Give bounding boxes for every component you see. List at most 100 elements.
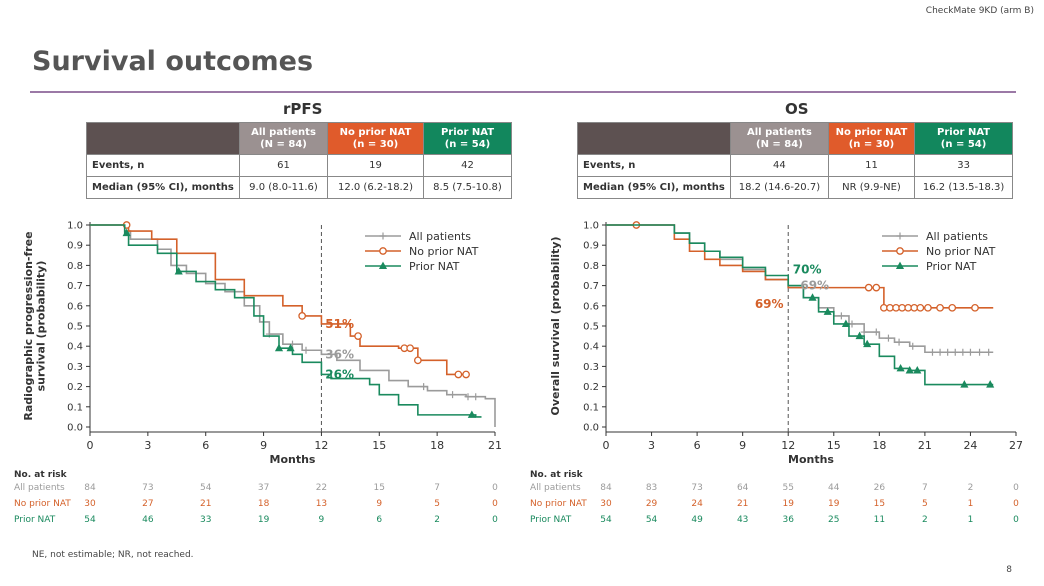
at-risk-title: No. at risk	[14, 470, 68, 480]
at-risk-value: 19	[828, 499, 840, 509]
at-risk-value: 73	[691, 483, 702, 493]
annotation-label: 51%	[325, 317, 354, 331]
rpfs-summary-table: All patients (N = 84) No prior NAT (n = 30…	[86, 122, 512, 199]
y-tick-label: 0.6	[583, 301, 599, 312]
x-tick-label: 9	[260, 439, 267, 452]
censor-marker	[449, 391, 457, 399]
legend-marker	[379, 232, 387, 240]
at-risk-value: 18	[258, 499, 270, 509]
col-n: (n = 54)	[940, 138, 987, 150]
legend-marker	[895, 261, 905, 269]
table-cell: 8.5 (7.5-10.8)	[423, 176, 512, 199]
censor-marker	[872, 283, 881, 292]
col-n: (n = 30)	[848, 138, 895, 150]
y-tick-label: 0.7	[583, 281, 599, 292]
at-risk-value: 21	[200, 499, 211, 509]
at-risk-value: 43	[737, 515, 748, 525]
at-risk-value: 54	[200, 483, 212, 493]
censor-marker	[924, 303, 932, 312]
y-tick-label: 0.4	[67, 342, 83, 353]
censor-marker	[462, 370, 470, 379]
at-risk-value: 1	[968, 499, 974, 509]
y-tick-label: 0.9	[67, 241, 83, 252]
x-axis-label: Months	[270, 453, 316, 466]
censor-marker	[274, 343, 284, 352]
x-tick-label: 27	[1009, 439, 1023, 452]
censor-marker	[896, 363, 905, 372]
x-tick-label: 0	[87, 439, 94, 452]
y-tick-label: 0.0	[583, 423, 599, 434]
table-row: Median (95% CI), months 9.0 (8.0-11.6) 1…	[86, 176, 512, 199]
at-risk-value: 2	[968, 483, 974, 493]
at-risk-row-label: All patients	[530, 483, 581, 493]
censor-marker	[406, 344, 414, 353]
y-tick-label: 0.6	[67, 301, 83, 312]
os-summary-table: All patients (N = 84) No prior NAT (n = 30…	[577, 122, 1013, 199]
at-risk-value: 30	[600, 499, 612, 509]
censor-marker	[414, 356, 422, 365]
censor-marker	[948, 303, 957, 312]
at-risk-value: 0	[492, 515, 498, 525]
col-header-prior: Prior NAT (n = 54)	[423, 122, 512, 155]
at-risk-row-label: No prior NAT	[530, 499, 587, 509]
censor-marker	[174, 267, 183, 275]
at-risk-value: 15	[374, 483, 385, 493]
table-corner	[86, 122, 240, 155]
col-name: No prior NAT	[835, 126, 908, 138]
y-tick-label: 0.0	[67, 423, 83, 434]
annotation-label: 36%	[325, 347, 354, 361]
col-n: (N = 84)	[260, 138, 307, 150]
at-risk-value: 5	[922, 499, 928, 509]
page-number: 8	[1006, 565, 1012, 575]
col-n: (n = 54)	[444, 138, 491, 150]
censor-marker	[905, 366, 914, 374]
censor-marker	[971, 303, 979, 312]
at-risk-value: 44	[828, 483, 840, 493]
censor-marker	[472, 393, 480, 401]
legend-label: All patients	[409, 230, 471, 243]
x-tick-label: 15	[372, 439, 386, 452]
x-tick-label: 6	[694, 439, 701, 452]
at-risk-value: 30	[84, 499, 96, 509]
at-risk-value: 15	[874, 499, 885, 509]
y-tick-label: 0.2	[583, 382, 599, 393]
at-risk-value: 0	[492, 499, 498, 509]
col-name: Prior NAT	[937, 126, 991, 138]
at-risk-value: 7	[922, 483, 928, 493]
censor-marker	[976, 348, 984, 356]
y-tick-label: 0.8	[67, 261, 83, 272]
x-tick-label: 18	[872, 439, 886, 452]
at-risk-value: 9	[376, 499, 382, 509]
censor-marker	[289, 340, 296, 348]
rpfs-chart: 0.0 0.1 0.2 0.3 0.4 0.5 0.6 0.7 0.8 0.9 1.0 0 3 6 9 12 1…	[14, 221, 502, 526]
at-risk-value: 0	[492, 483, 498, 493]
x-tick-label: 9	[739, 439, 746, 452]
censor-marker	[454, 370, 463, 379]
at-risk-value: 2	[434, 515, 440, 525]
table-row: Median (95% CI), months 18.2 (14.6-20.7)…	[577, 176, 1013, 199]
col-header-prior: Prior NAT (n = 54)	[914, 122, 1013, 155]
y-tick-label: 0.5	[583, 322, 599, 333]
censor-marker	[944, 348, 952, 356]
censor-marker	[872, 328, 880, 336]
y-axis-label: Radiographic progression-freesurvival (p…	[22, 231, 48, 420]
annotation-label: 69%	[755, 297, 784, 311]
y-tick-label: 1.0	[67, 221, 83, 232]
at-risk-value: 54	[84, 515, 96, 525]
series-line	[90, 224, 482, 418]
y-tick-label: 0.7	[67, 281, 83, 292]
censor-marker	[884, 334, 892, 342]
x-tick-label: 0	[603, 439, 610, 452]
censor-marker	[837, 312, 845, 320]
censor-marker	[302, 346, 310, 354]
table-corner	[577, 122, 731, 155]
censor-marker	[808, 293, 817, 301]
at-risk-value: 6	[376, 515, 382, 525]
x-tick-label: 21	[488, 439, 502, 452]
y-tick-label: 0.1	[67, 402, 83, 413]
table-cell: 16.2 (13.5-18.3)	[914, 176, 1013, 199]
censor-marker	[909, 342, 917, 350]
x-tick-label: 3	[144, 439, 151, 452]
at-risk-value: 33	[200, 515, 211, 525]
